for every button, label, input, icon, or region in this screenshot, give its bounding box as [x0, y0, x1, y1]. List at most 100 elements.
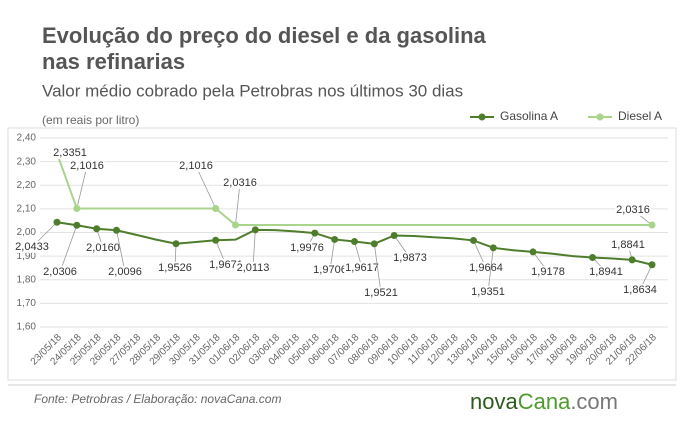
- leader-line: [235, 182, 241, 226]
- y-tick-label: 2,10: [17, 204, 37, 215]
- legend-marker: [596, 113, 604, 121]
- value-label-bg: [222, 176, 258, 189]
- value-label-bg: [289, 241, 325, 254]
- y-tick-label: 1,70: [17, 298, 37, 309]
- point: [251, 226, 259, 234]
- value-label: 1,9976: [290, 242, 324, 254]
- y-tick-label: 1,60: [17, 322, 37, 333]
- point: [390, 232, 398, 240]
- y-tick-label: 2,40: [17, 133, 37, 144]
- value-label: 2,0160: [86, 242, 120, 254]
- value-label-bg: [615, 203, 651, 216]
- value-label-bg: [312, 263, 348, 276]
- leader-line: [252, 229, 256, 269]
- value-label: 2,1016: [70, 160, 104, 172]
- value-label: 1,9526: [158, 262, 192, 274]
- value-label: 2,0433: [15, 241, 49, 253]
- unit-note: (em reais por litro): [42, 113, 139, 127]
- point: [648, 261, 656, 269]
- point: [470, 236, 477, 244]
- value-label: 1,9671: [209, 259, 243, 271]
- value-label-bg: [208, 258, 244, 271]
- point: [351, 238, 358, 246]
- leader-line: [76, 165, 88, 209]
- legend-label: Diesel A: [618, 109, 662, 123]
- point: [113, 226, 120, 234]
- value-label: 1,9873: [393, 252, 427, 264]
- chart-title: nas refinarias: [42, 49, 185, 74]
- value-label-bg: [85, 241, 121, 254]
- value-label: 1,9351: [471, 286, 505, 298]
- value-label: 2,0306: [43, 266, 77, 278]
- value-label-bg: [344, 261, 380, 274]
- value-label: 2,0096: [108, 266, 142, 278]
- legend-marker: [478, 113, 486, 121]
- value-label-bg: [52, 146, 88, 159]
- source: Fonte: Petrobras / Elaboração: novaCana.…: [34, 392, 281, 406]
- value-label-bg: [14, 240, 50, 253]
- value-label-bg: [363, 286, 399, 299]
- value-label: 1,8841: [611, 239, 645, 251]
- logo-part: .com: [570, 389, 618, 414]
- leader-line: [373, 243, 382, 294]
- value-label: 1,9521: [364, 287, 398, 299]
- y-tick-label: 1,90: [17, 251, 37, 262]
- value-label: 1,9664: [469, 262, 503, 274]
- value-label: 1,8634: [623, 284, 657, 296]
- point: [232, 221, 239, 229]
- value-label-bg: [530, 265, 566, 278]
- value-label-bg: [392, 251, 428, 264]
- value-label: 2,1016: [179, 160, 213, 172]
- point: [589, 254, 596, 262]
- logo-part: nova: [470, 389, 518, 414]
- point: [172, 240, 180, 248]
- point: [93, 225, 101, 233]
- value-label-bg: [610, 238, 646, 251]
- point: [489, 244, 497, 252]
- value-label-bg: [235, 261, 271, 274]
- point: [331, 235, 339, 243]
- value-label-bg: [107, 265, 143, 278]
- point: [311, 229, 319, 237]
- chart-subtitle: Valor médio cobrado pela Petrobras nos ú…: [42, 81, 463, 100]
- point: [73, 204, 81, 212]
- value-label: 2,0316: [616, 204, 650, 216]
- y-tick-label: 2,20: [17, 180, 37, 191]
- logo-part: Cana: [518, 389, 571, 414]
- y-tick-label: 1,80: [17, 274, 37, 285]
- value-label-bg: [468, 261, 504, 274]
- value-label-bg: [178, 159, 214, 172]
- y-tick-label: 2,30: [17, 156, 37, 167]
- y-tick-label: 2,00: [17, 227, 37, 238]
- series-line: [56, 152, 652, 227]
- value-label: 1,9617: [345, 262, 379, 274]
- point: [648, 221, 656, 229]
- value-label: 2,3351: [53, 147, 87, 159]
- leader-line: [59, 225, 78, 273]
- value-label-bg: [588, 265, 624, 278]
- value-label-bg: [69, 159, 105, 172]
- value-label: 2,0113: [237, 262, 270, 274]
- chart-title: Evolução do preço do diesel e da gasolin…: [42, 23, 487, 48]
- plot-frame: [7, 127, 677, 381]
- value-label-bg: [157, 261, 193, 274]
- leader-line: [195, 165, 217, 209]
- legend-label: Gasolina A: [500, 109, 558, 123]
- leader-line: [116, 230, 126, 273]
- value-label: 1,8941: [589, 266, 623, 278]
- logo: novaCana.com: [470, 389, 618, 414]
- value-label-bg: [622, 283, 658, 296]
- point: [212, 204, 220, 212]
- point: [212, 236, 220, 244]
- point: [73, 221, 81, 229]
- value-label-bg: [470, 285, 506, 298]
- value-label: 1,9178: [531, 266, 565, 278]
- point: [53, 218, 61, 226]
- leader-line: [487, 247, 494, 293]
- point: [529, 248, 537, 256]
- value-label: 1,9706: [313, 264, 347, 276]
- point: [370, 240, 378, 248]
- value-label-bg: [42, 265, 78, 278]
